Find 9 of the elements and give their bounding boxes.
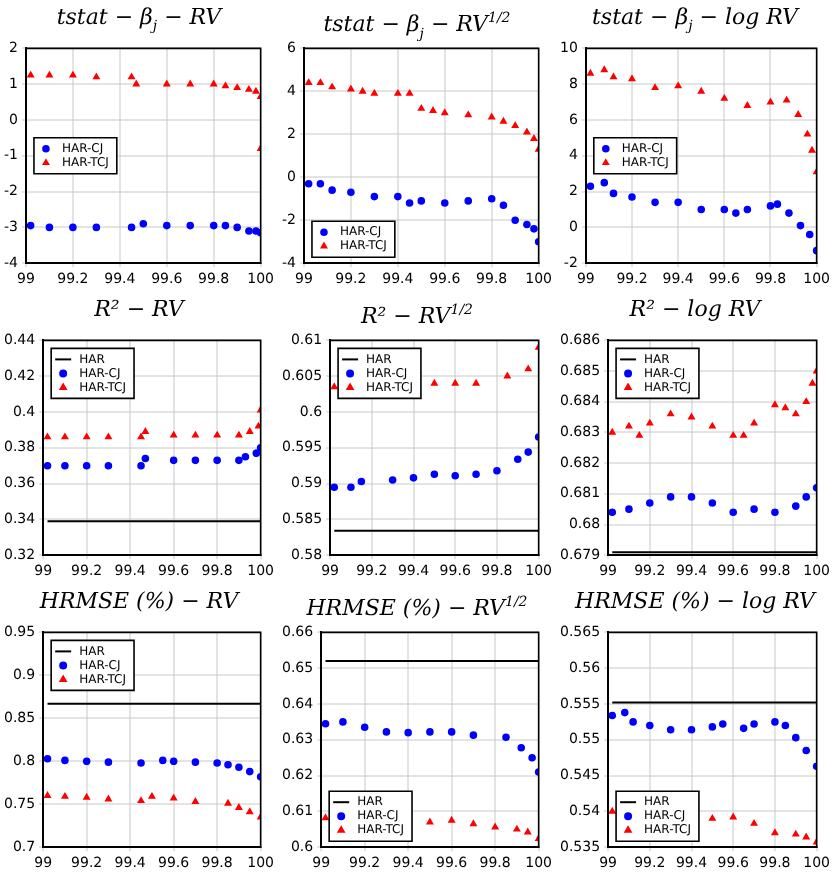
chart-title: R² − RV$^{1/2}$ xyxy=(358,300,475,330)
chart-title: tstat − β$_{j}$ − log RV xyxy=(590,2,802,36)
chart-title: R² − RV xyxy=(92,294,188,326)
chart-title: HRMSE (%) − RV xyxy=(37,586,243,618)
chart-title: R² − log RV xyxy=(627,294,765,326)
chart-title: HRMSE (%) − log RV xyxy=(572,586,819,618)
chart-title: tstat − β$_{j}$ − RV$^{1/2}$ xyxy=(321,8,513,42)
chart-title: HRMSE (%) − RV$^{1/2}$ xyxy=(304,592,530,622)
chart-title: tstat − β$_{j}$ − RV xyxy=(54,2,225,36)
